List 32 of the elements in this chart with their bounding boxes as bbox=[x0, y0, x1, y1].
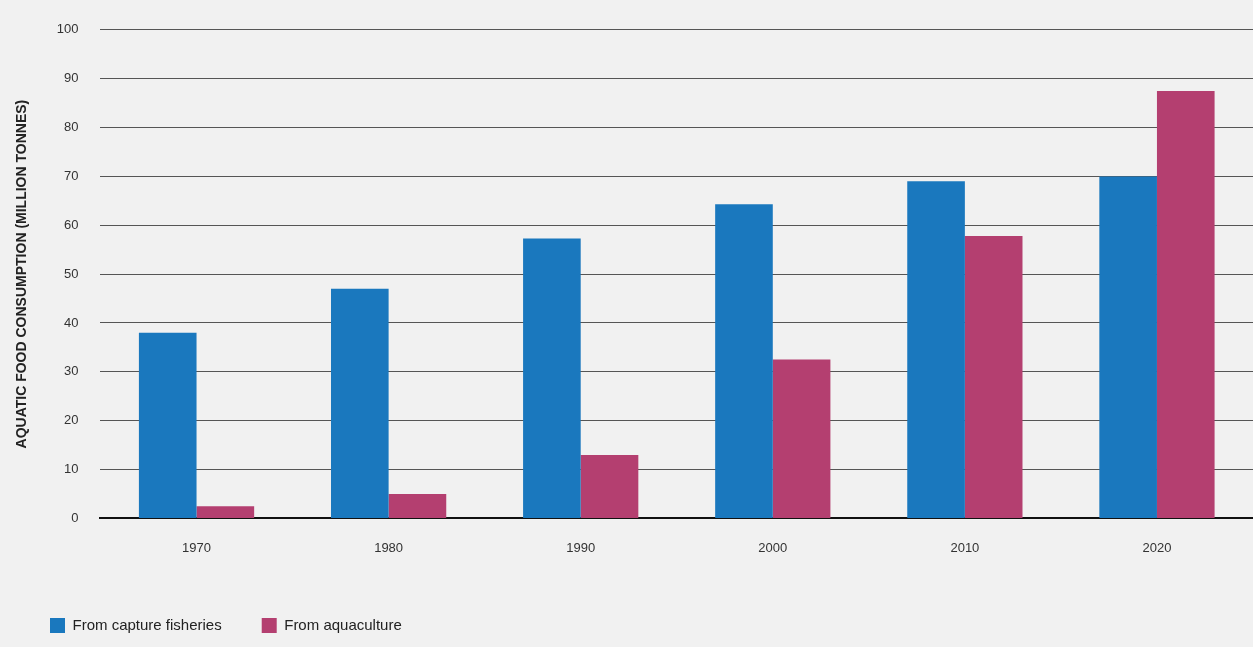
y-tick-label: 20 bbox=[64, 412, 79, 428]
y-tick-label: 60 bbox=[64, 216, 79, 232]
bar bbox=[1156, 90, 1215, 518]
y-tick-label: 0 bbox=[71, 509, 79, 525]
bar bbox=[964, 235, 1023, 518]
bar bbox=[1099, 176, 1157, 518]
y-tick-label: 90 bbox=[64, 70, 79, 86]
y-axis-title: AQUATIC FOOD CONSUMPTION (MILLION TONNES) bbox=[13, 99, 30, 449]
y-tick-label: 30 bbox=[64, 363, 79, 379]
bar bbox=[330, 288, 389, 518]
x-tick-label: 2000 bbox=[758, 539, 788, 555]
legend-label: From capture fisheries bbox=[72, 615, 222, 633]
bar bbox=[580, 454, 639, 518]
x-tick-label: 1990 bbox=[566, 539, 596, 555]
y-tick-label: 100 bbox=[56, 21, 79, 37]
bar bbox=[388, 493, 447, 518]
y-tick-label: 50 bbox=[64, 265, 79, 281]
x-tick-label: 2010 bbox=[950, 539, 980, 555]
y-tick-label: 40 bbox=[64, 314, 79, 330]
x-tick-label: 1970 bbox=[182, 539, 211, 555]
bar bbox=[907, 181, 965, 518]
x-tick-label: 2020 bbox=[1142, 539, 1172, 555]
x-tick-label: 1980 bbox=[374, 539, 404, 555]
bar bbox=[138, 332, 197, 518]
bar bbox=[196, 506, 255, 518]
y-tick-label: 10 bbox=[64, 461, 79, 477]
bar bbox=[772, 359, 831, 518]
y-tick-label: 80 bbox=[64, 119, 79, 135]
bar bbox=[523, 238, 581, 518]
y-tick-label: 70 bbox=[64, 167, 79, 183]
bar bbox=[715, 204, 773, 518]
legend-label: From aquaculture bbox=[284, 615, 402, 633]
